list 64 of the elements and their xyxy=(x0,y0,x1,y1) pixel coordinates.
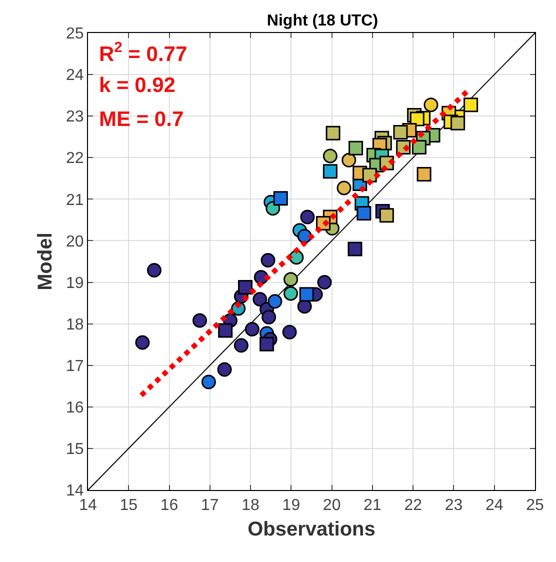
point xyxy=(192,313,207,328)
annotation: ME = 0.7 xyxy=(99,108,184,131)
x-tick-label: 20 xyxy=(322,497,341,514)
point xyxy=(297,299,312,314)
y-tick-label: 17 xyxy=(66,358,84,375)
point xyxy=(393,125,408,140)
point xyxy=(322,164,338,179)
point xyxy=(450,116,466,130)
point xyxy=(412,140,426,154)
point xyxy=(336,180,352,196)
y-tick-label: 23 xyxy=(66,108,84,126)
point xyxy=(262,310,276,324)
x-tick-label: 25 xyxy=(526,497,544,514)
point xyxy=(317,275,332,290)
point xyxy=(217,362,232,377)
point xyxy=(260,253,276,268)
point xyxy=(356,206,372,221)
x-tick-label: 24 xyxy=(485,497,504,514)
y-tick-label: 24 xyxy=(66,67,84,84)
y-tick-label: 20 xyxy=(66,233,84,250)
point xyxy=(424,98,438,112)
point xyxy=(135,335,150,350)
point xyxy=(201,374,216,390)
x-tick-label: 15 xyxy=(120,497,138,514)
point xyxy=(146,262,162,278)
y-tick-label: 14 xyxy=(66,482,84,500)
point xyxy=(252,292,268,307)
y-tick-label: 21 xyxy=(66,192,84,209)
point xyxy=(322,148,338,164)
point xyxy=(342,152,356,168)
x-tick-label: 19 xyxy=(282,497,300,514)
x-tick-label: 22 xyxy=(404,497,422,514)
point xyxy=(299,287,314,302)
x-tick-label: 18 xyxy=(242,497,260,514)
y-tick-label: 25 xyxy=(66,26,84,43)
x-tick-label: 16 xyxy=(160,497,178,514)
point xyxy=(464,98,478,112)
point xyxy=(284,272,298,287)
point xyxy=(348,140,364,156)
point xyxy=(282,324,297,340)
point xyxy=(284,286,298,301)
x-tick-label: 23 xyxy=(444,497,463,514)
point xyxy=(244,322,260,336)
y-tick-label: 22 xyxy=(66,150,84,168)
point xyxy=(268,294,282,309)
x-axis-title: Observations xyxy=(248,518,376,541)
point xyxy=(416,167,432,182)
point xyxy=(379,208,394,223)
annotation: R$^{2}$ = 0.77 xyxy=(99,40,188,66)
annotation: k = 0.92 xyxy=(99,74,176,97)
point xyxy=(410,112,424,126)
point xyxy=(326,126,340,140)
y-axis-title: Model xyxy=(34,232,57,290)
x-tick-label: 17 xyxy=(201,497,219,514)
x-tick-label: 21 xyxy=(364,497,382,514)
chart-title: Night (18 UTC) xyxy=(266,12,378,30)
y-tick-label: 16 xyxy=(66,400,84,417)
x-tick-label: 14 xyxy=(79,497,97,514)
y-tick-label: 18 xyxy=(66,316,84,334)
y-tick-label: 19 xyxy=(66,274,84,292)
point xyxy=(300,210,315,224)
y-tick-label: 15 xyxy=(66,441,84,458)
point xyxy=(273,191,288,206)
point xyxy=(234,338,248,353)
